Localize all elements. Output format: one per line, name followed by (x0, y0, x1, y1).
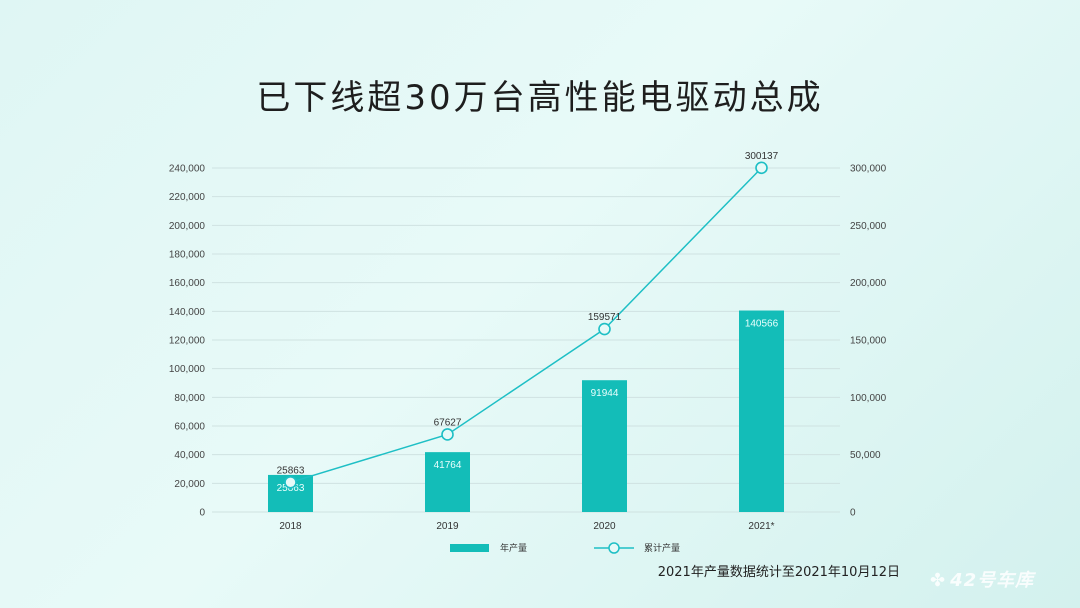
x-tick-label: 2020 (593, 521, 616, 532)
line-value-label: 25863 (277, 465, 305, 476)
y-left-tick-label: 120,000 (169, 336, 206, 347)
y-axis-right: 0 50,000 100,000 150,000 200,000 250,000 300,0… (850, 164, 887, 519)
line-path (290, 167, 763, 484)
bar (425, 452, 470, 512)
x-tick-label: 2019 (436, 521, 459, 532)
bar (739, 310, 784, 512)
line-value-label: 300137 (745, 151, 779, 162)
watermark: ✤ 42号车库 (930, 566, 1034, 592)
y-left-tick-label: 80,000 (174, 393, 205, 404)
y-right-tick-label: 0 (850, 508, 856, 519)
y-left-tick-label: 160,000 (169, 278, 206, 289)
y-right-tick-label: 250,000 (850, 221, 887, 232)
y-left-tick-label: 220,000 (169, 192, 206, 203)
y-left-tick-label: 240,000 (169, 164, 206, 175)
gridlines (212, 167, 840, 513)
legend: 年产量 累计产量 (450, 542, 680, 554)
bar-value-label: 91944 (591, 388, 619, 399)
line-marker (284, 476, 297, 489)
y-right-tick-label: 50,000 (850, 450, 881, 461)
y-left-tick-label: 40,000 (174, 450, 205, 461)
y-left-tick-label: 100,000 (169, 364, 206, 375)
y-right-tick-label: 150,000 (850, 336, 887, 347)
y-left-tick-label: 20,000 (174, 479, 205, 490)
bar-value-label: 41764 (434, 460, 462, 471)
y-left-tick-label: 180,000 (169, 250, 206, 261)
line-series: 25863 67627 159571 300137 (277, 151, 779, 489)
y-left-tick-label: 0 (199, 508, 205, 519)
x-tick-label: 2018 (279, 521, 302, 532)
line-value-label: 159571 (588, 312, 622, 323)
bar-value-label: 140566 (745, 319, 779, 330)
line-marker (441, 428, 454, 441)
watermark-logo-icon: ✤ (930, 570, 947, 591)
line-value-label: 67627 (434, 417, 462, 428)
y-right-tick-label: 100,000 (850, 393, 887, 404)
y-left-tick-label: 200,000 (169, 221, 206, 232)
x-tick-label: 2021* (748, 521, 774, 532)
bar (582, 380, 627, 512)
line-marker (755, 161, 768, 175)
x-axis: 2018 2019 2020 2021* (279, 521, 774, 532)
line-marker (598, 322, 611, 336)
y-left-tick-label: 140,000 (169, 307, 206, 318)
legend-line-label: 累计产量 (644, 542, 680, 554)
legend-line-marker (608, 542, 620, 554)
footnote: 2021年产量数据统计至2021年10月12日 (657, 565, 900, 580)
y-right-tick-label: 300,000 (850, 164, 887, 175)
y-axis-left: 0 20,000 40,000 60,000 80,000 100,000 120,000 1… (169, 164, 206, 519)
y-left-tick-label: 60,000 (174, 422, 205, 433)
legend-bar-swatch (450, 544, 489, 552)
chart-title: 已下线超30万台高性能电驱动总成 (256, 78, 824, 118)
watermark-text: 42号车库 (950, 570, 1035, 591)
y-right-tick-label: 200,000 (850, 278, 887, 289)
legend-bar-label: 年产量 (500, 542, 527, 554)
bar-series: 25863 41764 91944 140566 (268, 310, 784, 512)
